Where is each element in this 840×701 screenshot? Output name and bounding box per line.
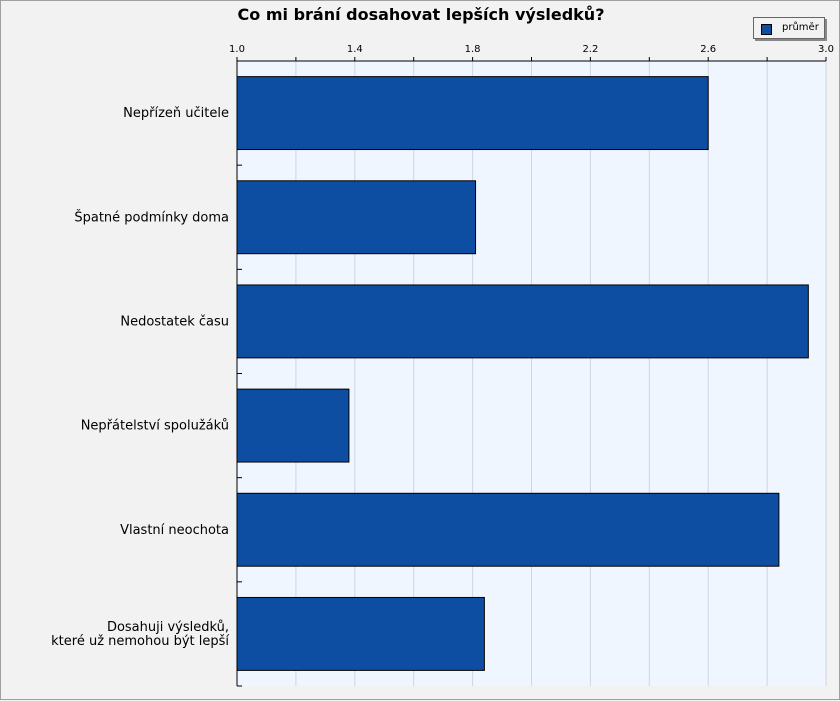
category-label: Nedostatek času	[120, 314, 229, 329]
bar	[236, 76, 709, 151]
x-tick-label: 1.4	[347, 44, 363, 55]
x-tick-label: 1.8	[465, 44, 481, 55]
category-label: Nepřátelství spolužáků	[81, 419, 229, 434]
legend-swatch	[761, 24, 772, 35]
category-label: Špatné podmínky doma	[74, 209, 229, 225]
bar	[236, 388, 350, 463]
category-label: Vlastní neochota	[120, 523, 229, 538]
legend: průměr	[753, 17, 825, 39]
x-tick-label: 2.2	[582, 44, 598, 55]
bar	[236, 180, 477, 255]
chart-title: Co mi brání dosahovat lepších výsledků?	[237, 5, 605, 24]
x-tick-label: 3.0	[818, 44, 834, 55]
category-label: které už nemohou být lepší	[51, 634, 229, 649]
x-tick-label: 1.0	[229, 44, 245, 55]
legend-label: průměr	[782, 22, 819, 33]
bar	[236, 284, 809, 359]
bar	[236, 492, 780, 567]
category-label: Nepřízeň učitele	[123, 106, 229, 121]
category-label: Dosahuji výsledků,	[107, 620, 229, 635]
bar	[236, 596, 485, 671]
x-tick-label: 2.6	[700, 44, 716, 55]
